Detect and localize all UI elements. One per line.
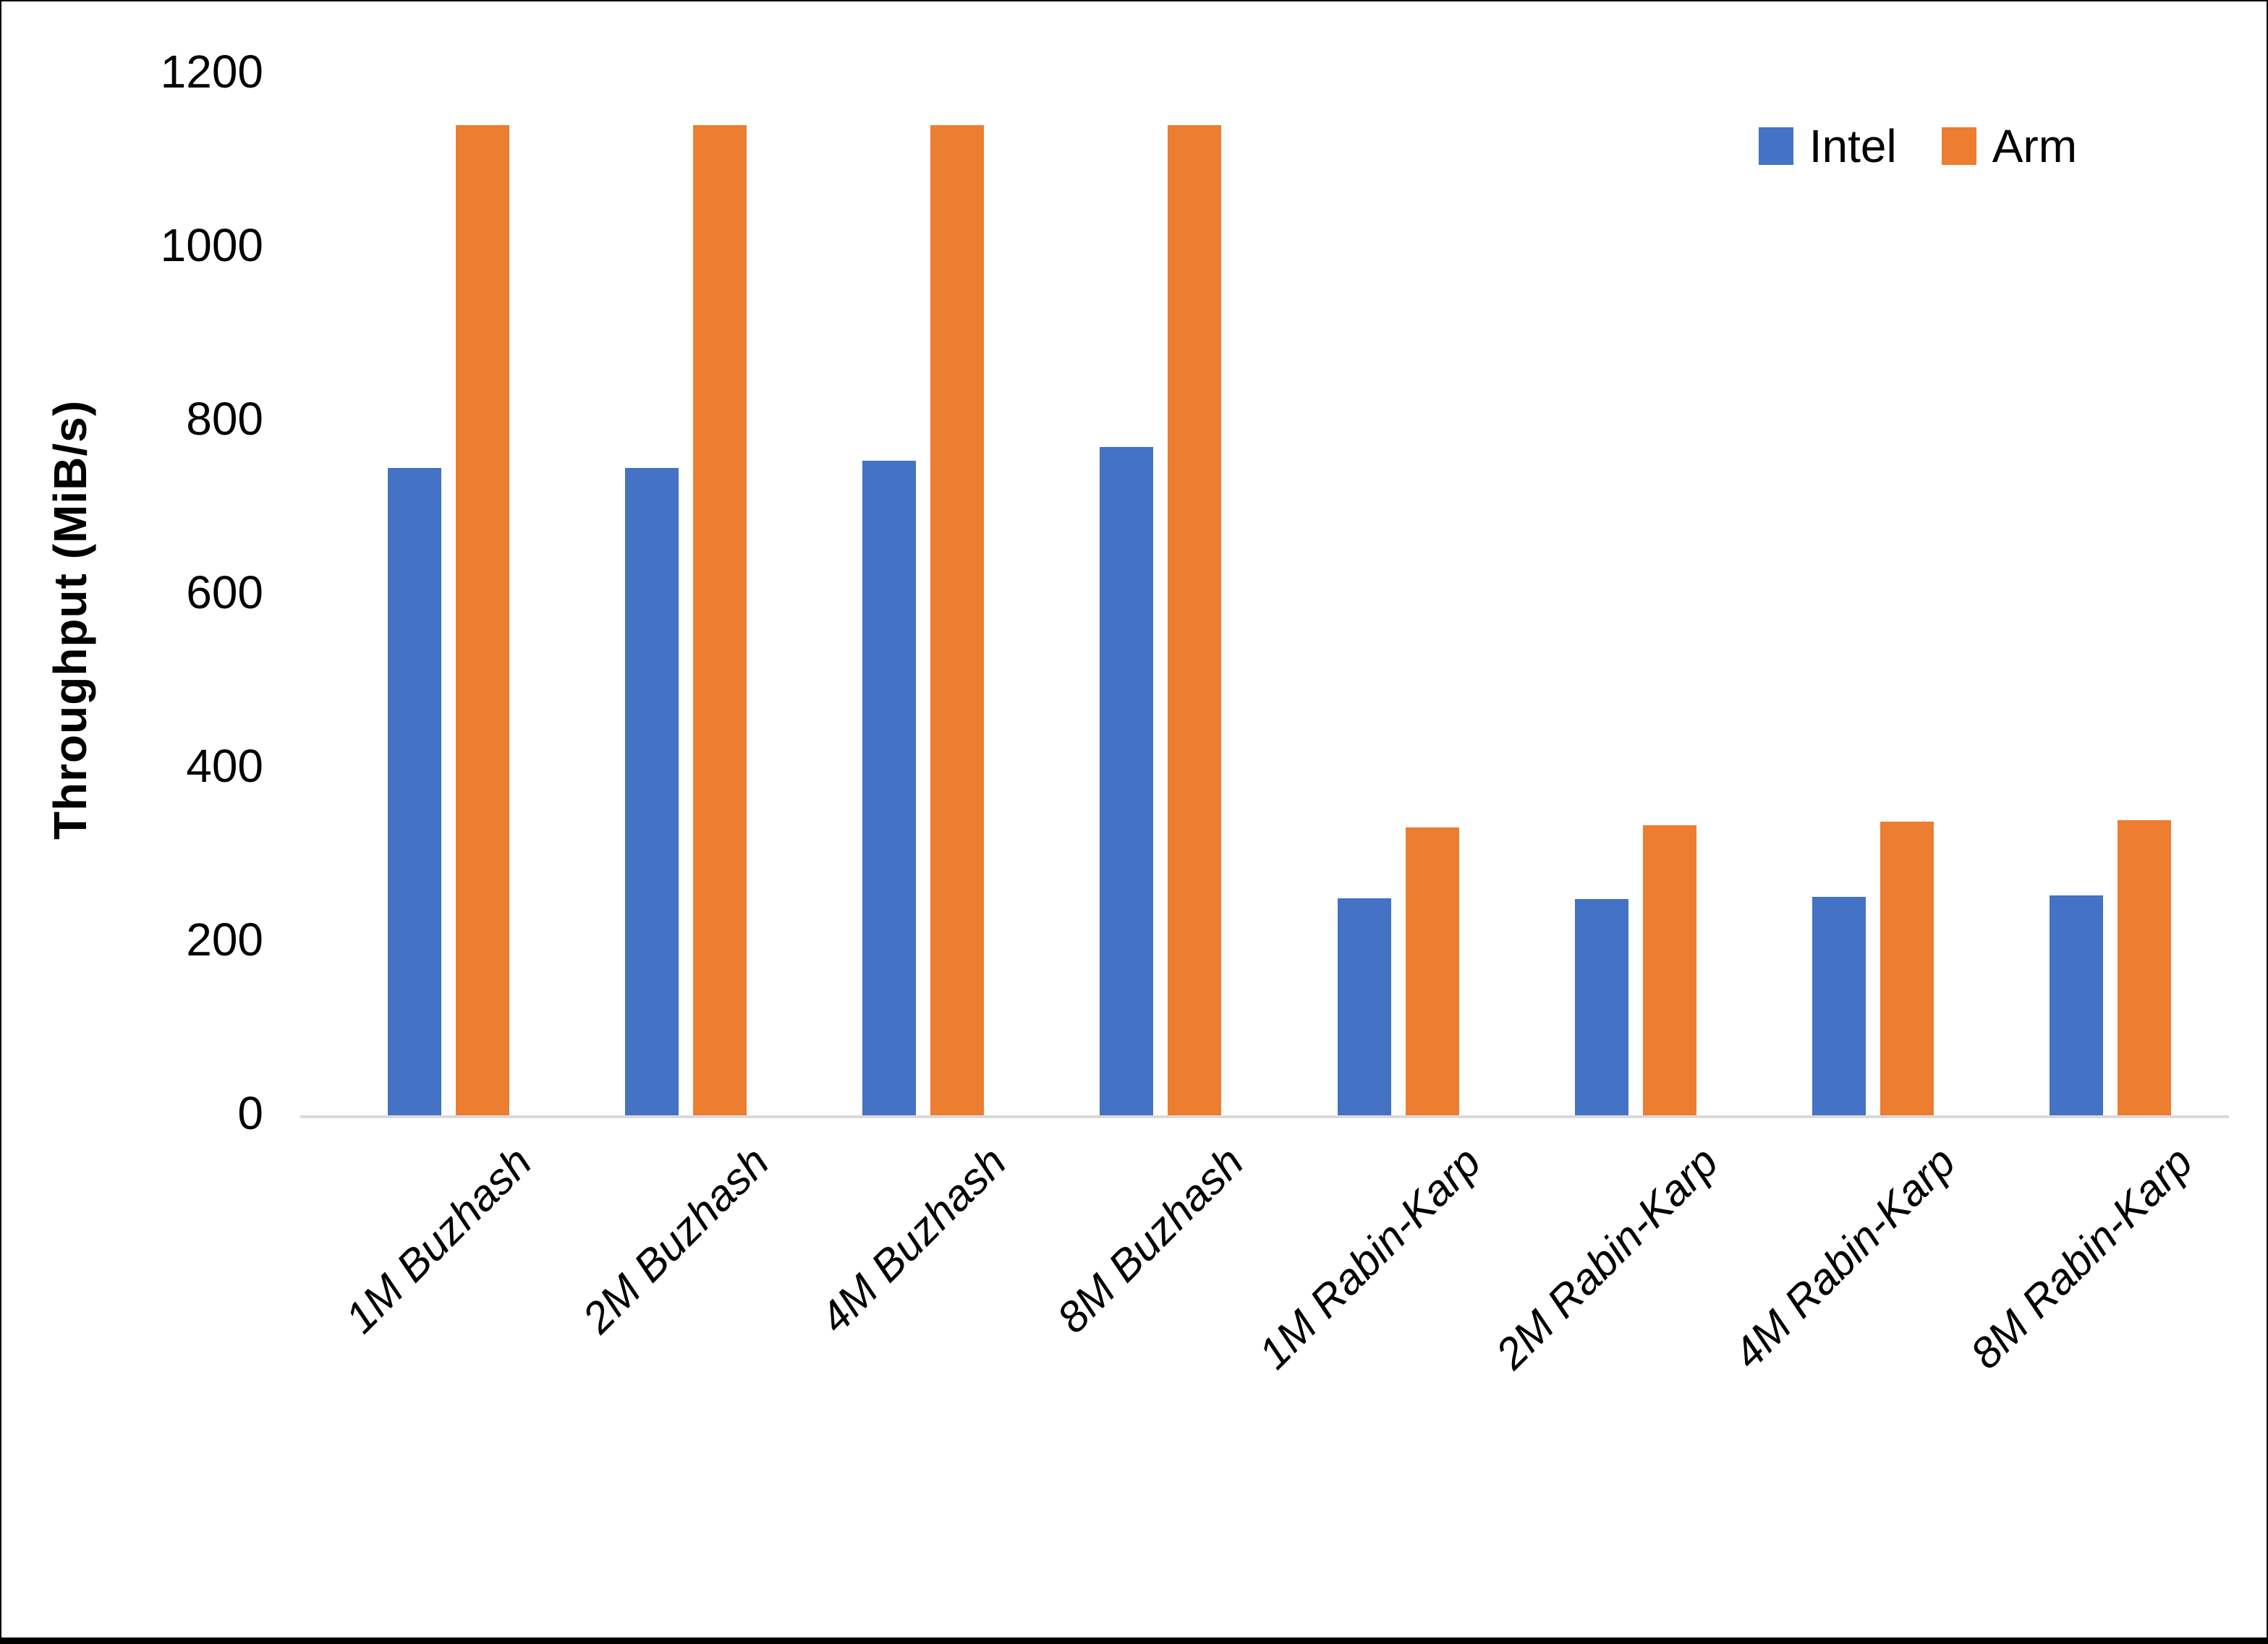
bar-intel-8m-buzhash (1100, 447, 1154, 1115)
bar-arm-2m-rabin-karp (1642, 825, 1696, 1115)
bar-intel-1m-buzhash (388, 468, 442, 1115)
bar-arm-4m-buzhash (930, 125, 985, 1115)
bottom-border (1, 1637, 2267, 1644)
bar-arm-8m-rabin-karp (2117, 820, 2171, 1115)
legend: Intel Arm (1758, 120, 2077, 172)
bar-intel-4m-rabin-karp (1812, 897, 1866, 1115)
bar-arm-4m-rabin-karp (1880, 822, 1934, 1115)
x-category-label: 8M Rabin-Karp (1961, 1137, 2202, 1379)
bar-arm-2m-buzhash (693, 125, 747, 1115)
bar-arm-1m-buzhash (456, 125, 510, 1115)
bar-intel-8m-rabin-karp (2049, 895, 2103, 1115)
x-axis-line (300, 1115, 2229, 1118)
y-tick-label: 800 (186, 393, 263, 445)
y-tick-label: 200 (186, 913, 263, 966)
bar-arm-8m-buzhash (1168, 125, 1222, 1115)
y-tick-label: 0 (237, 1087, 263, 1139)
plot-area (1, 1, 2267, 1118)
bar-intel-4m-buzhash (862, 461, 917, 1115)
legend-item-arm: Arm (1941, 120, 2077, 172)
x-category-label: 2M Buzhash (572, 1137, 778, 1342)
bar-arm-1m-rabin-karp (1405, 827, 1459, 1115)
legend-label-intel: Intel (1809, 120, 1897, 172)
bar-intel-1m-rabin-karp (1337, 898, 1391, 1115)
bar-intel-2m-rabin-karp (1574, 899, 1628, 1115)
y-tick-label: 1200 (160, 46, 263, 98)
x-category-label: 2M Rabin-Karp (1486, 1137, 1728, 1379)
legend-swatch-intel (1758, 127, 1793, 165)
y-tick-label: 400 (186, 740, 263, 792)
x-category-label: 1M Buzhash (335, 1137, 541, 1342)
bar-intel-2m-buzhash (625, 468, 679, 1115)
y-tick-label: 1000 (160, 219, 263, 271)
legend-item-intel: Intel (1758, 120, 1897, 172)
x-category-label: 4M Rabin-Karp (1724, 1137, 1965, 1379)
y-tick-label: 600 (186, 566, 263, 618)
legend-swatch-arm (1941, 127, 1976, 165)
x-category-label: 4M Buzhash (810, 1137, 1016, 1342)
legend-label-arm: Arm (1992, 120, 2077, 172)
x-category-label: 8M Buzhash (1048, 1137, 1253, 1342)
x-category-label: 1M Rabin-Karp (1249, 1137, 1490, 1379)
